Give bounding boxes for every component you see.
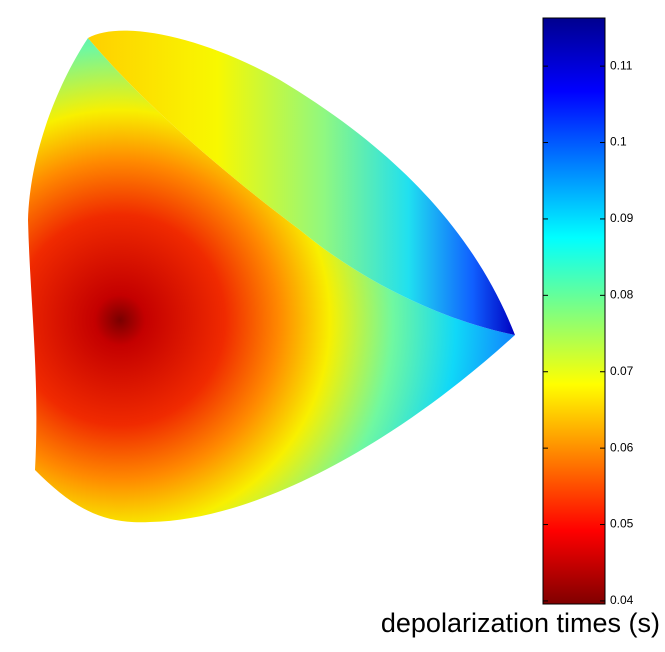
colorbar-tick-label: 0.09 (610, 211, 634, 225)
colorbar-tick-label: 0.1 (610, 135, 627, 149)
colorbar-label: depolarization times (s) (381, 608, 660, 638)
colorbar-tick-label: 0.05 (610, 517, 634, 531)
colorbar (542, 17, 606, 605)
colorbar-tick-label: 0.04 (610, 593, 634, 607)
colorbar-tick-label: 0.06 (610, 440, 634, 454)
surface-rim (88, 30, 515, 336)
colorbar-tick-label: 0.07 (610, 364, 634, 378)
surface-body (28, 38, 515, 523)
colorbar-tick-label: 0.11 (610, 58, 633, 72)
colorbar-tick-label: 0.08 (610, 288, 634, 302)
